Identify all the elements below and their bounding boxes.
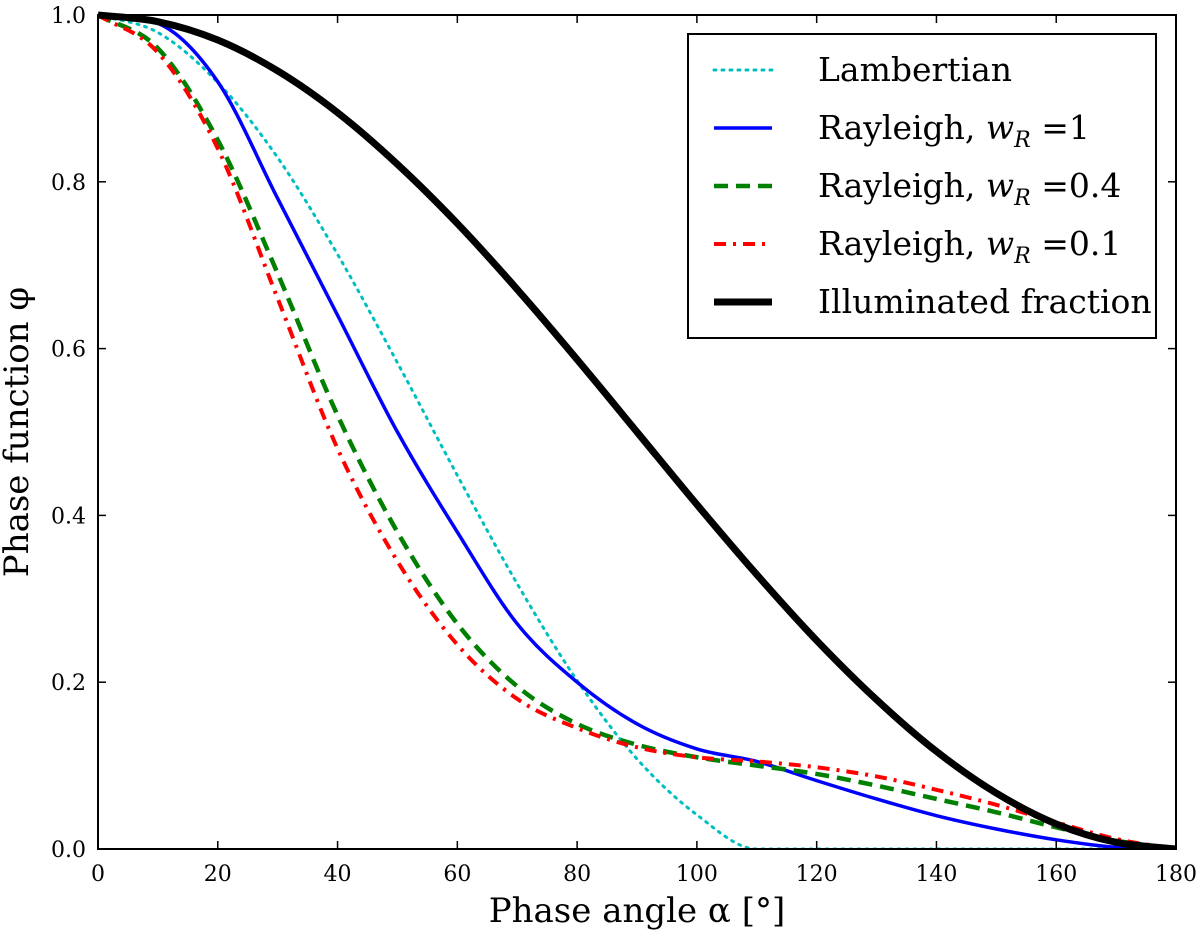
series-line-rayleigh-w-r-0-4: [98, 13, 1176, 849]
x-tick-label: 80: [563, 862, 591, 887]
y-axis-label: Phase function φ: [0, 287, 37, 577]
legend-label-suffix: =1: [1031, 108, 1090, 147]
legend-label-subscript: R: [1013, 244, 1031, 269]
series-line-illuminated-fraction: [98, 11, 1176, 849]
legend-label-suffix: =0.1: [1031, 224, 1122, 263]
x-tick-label: 160: [1035, 862, 1077, 887]
legend-label-text: Rayleigh,: [818, 224, 986, 263]
y-tick-label: 0.4: [51, 504, 86, 529]
y-tick-label: 0.2: [51, 671, 86, 696]
legend-lambertian: Lambertian: [712, 50, 1012, 89]
legend-label: Rayleigh, wR =0.4: [818, 166, 1121, 211]
legend-label: Lambertian: [818, 50, 1012, 89]
series-line-rayleigh-w-r-0-1: [98, 13, 1176, 849]
x-tick-label: 20: [204, 862, 232, 887]
axes: 0 20 40 60 80 100 120 140 160 180 0.0 0.2 0.4 0.6 0.8 1…: [51, 4, 1197, 887]
legend-rayleigh-1: Rayleigh, wR =1: [714, 108, 1090, 153]
plot-frame: [97, 14, 1177, 850]
x-tick-label: 140: [915, 862, 957, 887]
legend-rayleigh-0-4: Rayleigh, wR =0.4: [714, 166, 1121, 211]
y-tick-label: 0.6: [51, 338, 86, 363]
x-tick-label: 60: [443, 862, 471, 887]
legend-label-text: Rayleigh,: [818, 108, 986, 147]
legend-label-text: Illuminated fraction: [818, 282, 1152, 321]
legend-label-var: w: [986, 166, 1014, 205]
legend-label-var: w: [986, 108, 1014, 147]
legend-label: Rayleigh, wR =1: [818, 108, 1090, 153]
legend-illuminated: Illuminated fraction: [714, 282, 1152, 321]
y-tick-label: 0.0: [51, 838, 86, 863]
legend-label-var: w: [986, 224, 1014, 263]
plot-area: [98, 11, 1176, 849]
legend-label-subscript: R: [1013, 186, 1031, 211]
x-tick-label: 100: [676, 862, 718, 887]
legend-label-text: Rayleigh,: [818, 166, 986, 205]
legend-label: Rayleigh, wR =0.1: [818, 224, 1121, 269]
legend-label-text: Lambertian: [818, 50, 1012, 89]
legend-label-suffix: =0.4: [1031, 166, 1122, 205]
legend-label-subscript: R: [1013, 128, 1031, 153]
y-tick-label: 1.0: [51, 4, 86, 29]
x-tick-label: 0: [91, 862, 105, 887]
x-axis-label: Phase angle α [°]: [489, 891, 785, 931]
y-tick-label: 0.8: [51, 171, 86, 196]
legend-rayleigh-0-1: Rayleigh, wR =0.1: [714, 224, 1121, 269]
x-tick-label: 40: [324, 862, 352, 887]
series-line-rayleigh-w-r-1: [98, 13, 1176, 849]
series-lines: [98, 11, 1176, 849]
x-tick-label: 180: [1155, 862, 1197, 887]
x-tick-label: 120: [796, 862, 838, 887]
legend-label: Illuminated fraction: [818, 282, 1152, 321]
